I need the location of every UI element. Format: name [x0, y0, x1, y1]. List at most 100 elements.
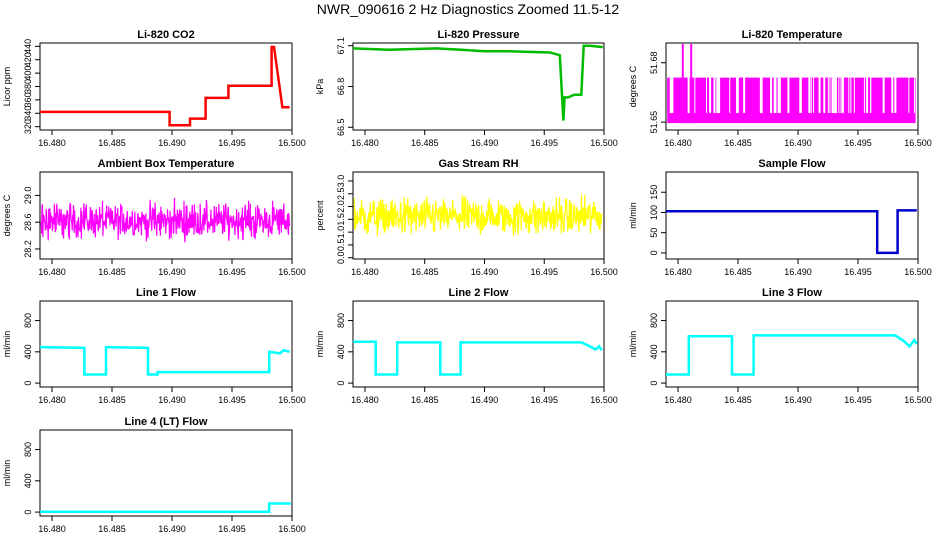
y-axis-label: Licor ppm [2, 67, 12, 107]
series-line [40, 45, 290, 127]
chart-title: Line 2 Flow [449, 287, 509, 299]
x-tick-label: 16.485 [411, 138, 439, 148]
y-tick-label: 29.0 [23, 187, 33, 205]
x-tick-label: 16.500 [278, 524, 306, 534]
x-tick-label: 16.500 [278, 267, 306, 277]
x-tick-label: 16.480 [351, 395, 379, 405]
plot-frame [665, 300, 919, 388]
y-tick-label: 420 [23, 52, 33, 67]
y-tick-label: 800 [23, 313, 33, 328]
data-area [40, 45, 290, 127]
x-tick-label: 16.485 [98, 138, 126, 148]
x-tick-label: 16.495 [218, 138, 246, 148]
x-tick-label: 16.490 [158, 524, 186, 534]
y-tick-label: 3.0 [336, 175, 346, 188]
chart-title: Li-820 Pressure [438, 29, 520, 41]
x-tick-label: 16.480 [664, 267, 692, 277]
chart-title: Li-820 CO2 [137, 29, 194, 41]
chart-title: Line 3 Flow [762, 287, 822, 299]
panel-licor_temp: Li-820 Temperature degrees C 16.480 16.485 1… [628, 29, 932, 148]
plot-frame [39, 171, 293, 260]
x-tick-label: 16.490 [471, 395, 499, 405]
y-tick-label: 1.5 [336, 213, 346, 226]
x-tick-label: 16.480 [38, 524, 66, 534]
x-tick-label: 16.490 [784, 267, 812, 277]
panel-sample_flow: Sample Flow ml/min 16.480 16.485 16.490 16.49… [628, 158, 932, 277]
x-tick-label: 16.485 [98, 524, 126, 534]
y-tick-label: 440 [23, 39, 33, 54]
x-tick-label: 16.495 [218, 524, 246, 534]
y-axis-label: ml/min [315, 331, 325, 358]
data-area [666, 334, 918, 376]
y-axis-label: ml/min [2, 460, 12, 487]
x-tick-label: 16.495 [844, 267, 872, 277]
y-tick-label: 380 [23, 79, 33, 94]
y-tick-label: 0 [649, 250, 659, 255]
y-axis-label: ml/min [628, 331, 638, 358]
x-tick-label: 16.500 [278, 395, 306, 405]
y-tick-label: 150 [649, 185, 659, 200]
series-line [40, 197, 291, 243]
y-tick-label: 67.1 [336, 37, 346, 55]
x-tick-label: 16.490 [158, 138, 186, 148]
x-tick-label: 16.485 [724, 267, 752, 277]
chart-title: Sample Flow [758, 158, 826, 170]
x-tick-label: 16.485 [98, 395, 126, 405]
x-tick-label: 16.490 [784, 395, 812, 405]
y-tick-label: 0 [336, 381, 346, 386]
x-tick-label: 16.480 [664, 395, 692, 405]
x-tick-label: 16.495 [530, 395, 558, 405]
data-area [353, 194, 603, 237]
plot-frame [665, 171, 919, 260]
y-tick-label: 340 [23, 106, 33, 121]
panel-box_temp: Ambient Box Temperature degrees C 16.480 16… [2, 158, 306, 277]
series-line [40, 345, 290, 376]
series-line [40, 502, 291, 513]
x-tick-label: 16.495 [218, 267, 246, 277]
page-title: NWR_090616 2 Hz Diagnostics Zoomed 11.5-… [316, 1, 620, 17]
data-area [40, 345, 290, 376]
x-tick-label: 16.480 [664, 138, 692, 148]
y-tick-label: 51.68 [649, 52, 659, 75]
y-tick-label: 100 [649, 205, 659, 220]
y-tick-label: 28.2 [23, 240, 33, 258]
chart-title: Ambient Box Temperature [98, 158, 235, 170]
y-axis-label: ml/min [628, 202, 638, 229]
data-area [667, 43, 916, 124]
x-tick-label: 16.485 [98, 267, 126, 277]
y-tick-label: 0.0 [336, 251, 346, 264]
x-tick-label: 16.490 [784, 138, 812, 148]
y-tick-label: 66.5 [336, 119, 346, 137]
x-tick-label: 16.495 [218, 395, 246, 405]
plot-frame [352, 42, 605, 131]
plot-frame [352, 171, 605, 260]
x-tick-label: 16.500 [904, 395, 932, 405]
plot-frame [665, 42, 919, 131]
x-tick-label: 16.485 [724, 395, 752, 405]
series-line [353, 44, 603, 121]
series-line [353, 194, 603, 237]
y-tick-label: 400 [336, 344, 346, 359]
data-area [353, 340, 603, 376]
x-tick-label: 16.480 [38, 267, 66, 277]
y-tick-label: 400 [23, 473, 33, 488]
x-tick-label: 16.500 [278, 138, 306, 148]
y-tick-label: 320 [23, 119, 33, 134]
panel-line3: Line 3 Flow ml/min 16.480 16.485 16.490 16.49… [628, 287, 932, 405]
x-tick-label: 16.490 [158, 395, 186, 405]
panel-line2: Line 2 Flow ml/min 16.480 16.485 16.490 16.49… [315, 287, 618, 405]
y-tick-label: 400 [23, 344, 33, 359]
y-tick-label: 50 [649, 228, 659, 238]
chart-title: Line 4 (LT) Flow [125, 416, 208, 428]
y-tick-label: 66.8 [336, 78, 346, 96]
series-line [666, 334, 918, 376]
y-tick-label: 0.5 [336, 239, 346, 252]
series-line [666, 209, 917, 255]
y-tick-label: 28.6 [23, 213, 33, 231]
y-tick-label: 0 [23, 510, 33, 515]
x-tick-label: 16.485 [724, 138, 752, 148]
y-axis-label: degrees C [628, 65, 638, 107]
x-tick-label: 16.480 [38, 395, 66, 405]
series-line [353, 340, 603, 376]
